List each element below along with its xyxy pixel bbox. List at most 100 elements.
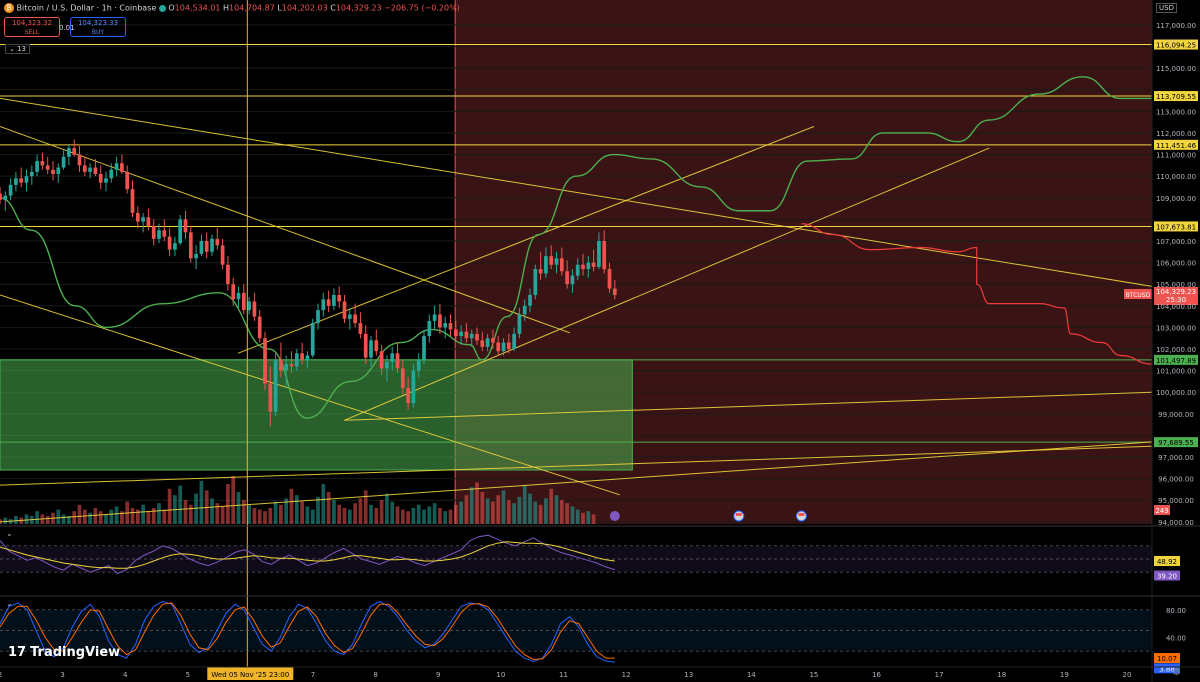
candle <box>565 260 569 289</box>
candle <box>294 349 299 371</box>
candle-body <box>607 269 612 289</box>
candle <box>210 234 214 257</box>
trendline[interactable] <box>344 147 990 421</box>
trendline[interactable] <box>0 441 1153 523</box>
volume-bar <box>67 516 71 524</box>
rsi-pane[interactable]: 48.92 39.20 ⌄ <box>0 525 1200 581</box>
candle-body <box>326 299 331 306</box>
price-level[interactable]: 97,689.55 <box>0 437 1198 448</box>
candle <box>135 206 140 229</box>
volume-bar <box>178 485 183 524</box>
candle-body <box>24 176 29 183</box>
volume-bar <box>347 509 352 524</box>
symbol-title[interactable]: Bitcoin / U.S. Dollar · 1h · Coinbase <box>16 3 157 13</box>
spread-value: 0.01 <box>59 24 75 32</box>
volume-bar <box>284 498 289 524</box>
candle-body <box>125 171 130 190</box>
price-axis-label: 100,000.00 <box>1156 389 1196 397</box>
sell-button[interactable]: 104,323.32 SELL <box>4 17 60 37</box>
candle <box>178 215 183 246</box>
price-axis-label: 111,000.00 <box>1156 152 1196 160</box>
trendline[interactable] <box>0 294 620 496</box>
candle-body <box>347 314 352 319</box>
price-level[interactable]: 101,497.89 <box>0 354 1198 365</box>
price-level-tag <box>1154 39 1198 50</box>
volume-bar <box>45 516 50 524</box>
candle <box>612 279 617 300</box>
candle-body <box>300 353 304 360</box>
event-marker[interactable] <box>733 510 745 522</box>
candle-body <box>88 167 92 172</box>
volume-bar <box>385 493 389 524</box>
volume-bar <box>310 509 315 524</box>
open-label: O <box>168 3 175 13</box>
price-axis-label: 103,000.00 <box>1156 324 1196 332</box>
settings-gear-icon[interactable]: ⚙ <box>1172 667 1181 678</box>
price-tag-value: 104,329.23 <box>1156 288 1196 296</box>
price-level-label: 101,497.89 <box>1156 357 1196 365</box>
candle-body <box>602 240 607 270</box>
pane-value-tag <box>1154 653 1180 664</box>
candle-body <box>284 364 289 371</box>
change-value: −206.75 (−0.20%) <box>384 3 460 13</box>
volume-bar <box>300 501 304 524</box>
price-axis-label: 94,000.00 <box>1158 519 1194 527</box>
candle-body <box>358 323 363 334</box>
event-markers[interactable] <box>609 510 807 522</box>
volume-bar <box>247 504 251 524</box>
candle-body <box>432 314 437 321</box>
candle <box>363 325 368 365</box>
trendline[interactable] <box>237 126 815 354</box>
price-level[interactable]: 113,709.55 <box>0 91 1198 102</box>
price-level[interactable]: 107,673.81 <box>0 221 1198 232</box>
tradingview-logo[interactable]: 17 TradingView <box>8 645 120 660</box>
candle <box>353 303 357 328</box>
candle <box>77 145 82 172</box>
candle <box>252 292 257 321</box>
trendline[interactable] <box>344 391 1153 421</box>
candle <box>226 256 230 291</box>
indicator-count-badge[interactable]: ⌄ 13 <box>5 44 31 54</box>
event-marker[interactable] <box>795 510 807 522</box>
price-axis-label: 115,000.00 <box>1156 65 1196 73</box>
volume-bar <box>35 511 39 524</box>
volume-bar <box>3 517 8 524</box>
volume-bar <box>294 495 299 524</box>
lightning-icon <box>609 511 620 521</box>
trendline[interactable] <box>0 97 1153 287</box>
candle-body <box>0 193 2 200</box>
candle-body <box>522 305 527 315</box>
candle <box>512 327 516 352</box>
stochastic-pane[interactable]: 80.00 40.00 10.07 3.88 ⌄ <box>0 595 1200 674</box>
candle-body <box>501 342 506 352</box>
candle-body <box>231 284 236 300</box>
trendline[interactable] <box>0 445 1153 486</box>
time-axis-label: 14 <box>747 671 756 679</box>
candle-body <box>210 238 214 252</box>
candle-body <box>586 262 591 270</box>
buy-button[interactable]: 104,323.33 BUY <box>70 17 126 37</box>
price-level[interactable]: 116,094.25 <box>0 39 1198 50</box>
pane-value-tag <box>1154 570 1180 581</box>
time-axis[interactable]: 2 3 4 5 7 8 9 10 11 12 13 14 15 16 17 18 19 20 <box>0 666 1200 679</box>
currency-selector[interactable]: USD <box>1156 3 1177 13</box>
volume-bar <box>374 508 379 524</box>
candle <box>29 165 34 185</box>
price-axis-label: 106,000.00 <box>1156 260 1196 268</box>
candle-body <box>146 217 151 226</box>
price-axis-label: 105,000.00 <box>1156 281 1196 289</box>
horizontal-levels[interactable]: 116,094.25 113,709.55 111,451.46 107,673.81… <box>0 39 1198 448</box>
candle <box>114 156 119 177</box>
candle <box>173 236 177 257</box>
flag-icon-band <box>735 513 742 516</box>
volume-bar <box>480 492 485 524</box>
time-axis-label: 19 <box>1060 671 1069 679</box>
candle-body <box>157 230 161 239</box>
candle-body <box>305 355 310 360</box>
volume-bar <box>491 501 495 524</box>
price-level[interactable]: 111,451.46 <box>0 139 1198 150</box>
volume-bar <box>130 508 135 524</box>
